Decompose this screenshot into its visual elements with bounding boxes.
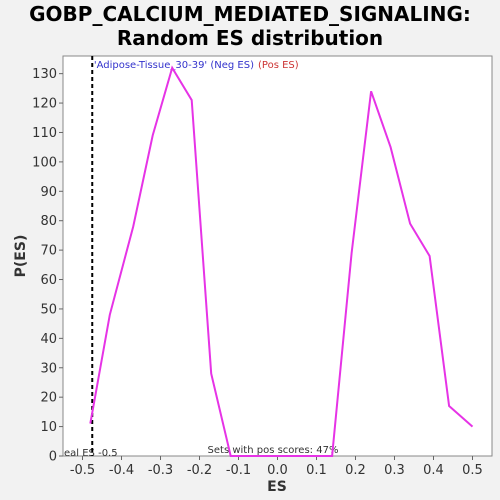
y-tick-label: 40 [40,332,57,347]
legend-pos: (Pos ES) [258,60,299,71]
chart-subtitle: Random ES distribution [116,26,384,50]
real-es-annotation: eal ES -0.5 [64,448,118,459]
series-line [89,65,474,457]
plot-area [62,55,493,457]
x-tick-label: 0.2 [345,463,366,478]
x-tick-label: 0.0 [267,463,288,478]
y-tick-label: 20 [40,391,57,406]
legend-neg: 'Adipose-Tissue_30-39' (Neg ES) [94,60,254,71]
x-tick-label: -0.3 [148,463,173,478]
x-tick-label: -0.2 [187,463,212,478]
y-tick-label: 10 [40,420,57,435]
y-tick-label: 70 [40,244,57,259]
x-tick-label: 0.4 [423,463,444,478]
y-axis-label: P(ES) [13,235,29,278]
y-tick-label: 80 [40,214,57,229]
y-tick-label: 50 [40,302,57,317]
x-axis-label: ES [267,479,287,495]
y-tick-label: 60 [40,273,57,288]
y-tick-label: 110 [32,126,57,141]
x-tick-label: -0.4 [109,463,134,478]
x-tick-label: 0.5 [462,463,483,478]
x-tick-label: 0.1 [306,463,327,478]
y-tick-label: 130 [32,67,57,82]
y-tick-label: 90 [40,185,57,200]
y-tick-label: 30 [40,361,57,376]
x-tick-label: -0.5 [70,463,95,478]
pos-scores-annotation: Sets with pos scores: 47% [208,445,339,456]
x-tick-label: -0.1 [226,463,251,478]
chart-title: GOBP_CALCIUM_MEDIATED_SIGNALING: [29,2,471,26]
y-tick-label: 0 [49,450,57,465]
x-tick-label: 0.3 [384,463,405,478]
y-tick-label: 120 [32,97,57,112]
y-tick-label: 100 [32,155,57,170]
